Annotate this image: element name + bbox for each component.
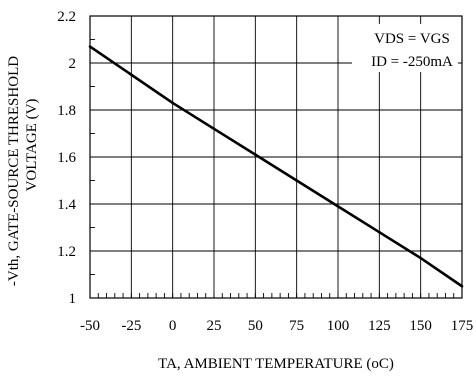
x-tick-labels: -50 -25 0 25 50 75 100 125 150 175 — [80, 318, 473, 334]
x-tick-label: 75 — [289, 318, 304, 334]
series-line — [89, 45, 463, 288]
y-tick-label: 2.2 — [57, 9, 76, 25]
x-tick-label: 175 — [451, 318, 474, 334]
data-point — [336, 205, 340, 208]
data-point — [295, 179, 298, 182]
x-tick-label: -50 — [80, 318, 100, 334]
data-point — [460, 284, 464, 288]
y-axis-label-line-1: -Vth, GATE-SOURCE THRESHOLD — [6, 56, 22, 286]
data-point — [378, 230, 381, 234]
annotation-vds-vgs: VDS = VGS — [374, 31, 450, 47]
series-layer — [88, 45, 464, 288]
y-axis-label-line-2: VOLTAGE (V) — [24, 99, 40, 192]
x-tick-label: 125 — [368, 318, 391, 334]
annotation-background — [352, 24, 458, 72]
x-tick-label: 100 — [327, 318, 350, 334]
data-point — [171, 101, 174, 105]
y-tick-label: 1.4 — [57, 197, 76, 213]
x-axis-label: TA, AMBIENT TEMPERATURE (oC) — [158, 356, 394, 372]
data-point — [254, 153, 257, 156]
data-point — [88, 45, 92, 48]
y-tick-label: 1 — [69, 291, 77, 307]
data-point — [212, 127, 216, 131]
data-point — [130, 73, 133, 77]
plot-frame — [89, 15, 463, 299]
x-tick-label: 25 — [207, 318, 222, 334]
y-tick-labels: 1 1.2 1.4 1.6 1.8 2 2.2 — [57, 9, 76, 307]
annotation-id-current: ID = -250mA — [371, 54, 453, 70]
y-tick-label: 1.2 — [57, 244, 76, 260]
x-tick-label: 50 — [248, 318, 263, 334]
x-tick-label: 0 — [169, 318, 177, 334]
data-point — [419, 256, 422, 260]
y-tick-label: 1.6 — [57, 150, 76, 166]
x-tick-label: 150 — [409, 318, 432, 334]
x-tick-label: -25 — [121, 318, 141, 334]
y-tick-label: 2 — [69, 56, 77, 72]
y-tick-label: 1.8 — [57, 103, 76, 119]
